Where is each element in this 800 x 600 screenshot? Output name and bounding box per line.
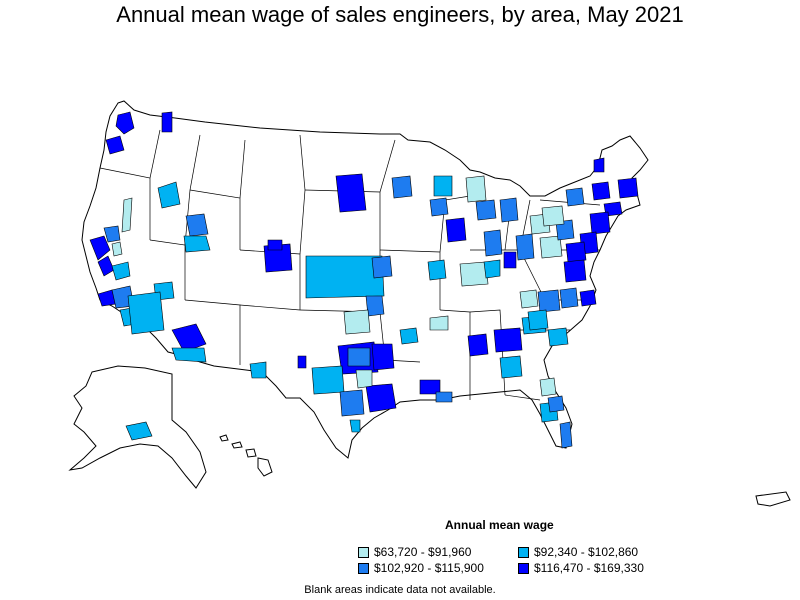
hawaii-islands [219, 434, 273, 477]
area-boise [157, 181, 181, 209]
area-tucson [171, 323, 207, 353]
area-columbus [515, 233, 535, 261]
area-charlotte [527, 309, 549, 331]
legend-label-1: $63,720 - $91,960 [374, 545, 472, 559]
area-kansas [305, 255, 385, 299]
area-boston [617, 177, 639, 199]
area-dc [563, 259, 587, 283]
area-tulsa [365, 295, 385, 317]
area-omaha [371, 255, 393, 279]
legend-label-4: $116,470 - $169,330 [534, 561, 644, 575]
area-nashville [493, 327, 523, 353]
area-louisville [483, 259, 501, 279]
area-houston [365, 383, 397, 413]
legend-swatch-3 [358, 562, 369, 574]
area-atlanta [499, 355, 523, 379]
area-ms-small [399, 327, 419, 345]
area-new-orleans [435, 391, 453, 403]
area-sacramento [103, 225, 121, 243]
area-tx-east [355, 369, 373, 389]
area-chicago [445, 217, 467, 243]
map-title: Annual mean wage of sales engineers, by … [116, 2, 684, 27]
area-minneapolis [391, 175, 413, 199]
area-las-cruces [249, 361, 267, 379]
area-albany [591, 181, 611, 201]
area-norcal [121, 197, 133, 233]
area-maine [593, 157, 605, 173]
area-pa-central [541, 205, 565, 227]
area-orlando [547, 395, 565, 413]
area-memphis [467, 333, 489, 357]
legend-item-1: $63,720 - $91,960 [358, 545, 471, 559]
area-raleigh [537, 289, 561, 313]
area-greensboro [519, 289, 539, 309]
area-kentucky [459, 261, 489, 287]
area-fresno [111, 261, 131, 281]
area-stockton [111, 241, 123, 257]
area-corpus [349, 419, 361, 433]
area-provo [183, 235, 211, 253]
area-sf-bay [89, 235, 111, 261]
area-buffalo [565, 187, 585, 207]
state-boundaries [99, 129, 601, 401]
legend-swatch-2 [518, 546, 529, 558]
legend-item-2: $92,340 - $102,860 [518, 545, 638, 559]
puerto-rico-outline [755, 491, 791, 507]
area-virginia-beach [579, 289, 597, 307]
area-portland [105, 135, 125, 155]
area-okc [343, 309, 371, 335]
legend-item-3: $102,920 - $115,900 [358, 561, 484, 575]
area-spokane [161, 111, 173, 133]
area-mich-upper [465, 175, 487, 203]
area-jacksonville [539, 377, 557, 397]
area-boulder [267, 239, 283, 251]
area-cincinnati [503, 251, 517, 269]
area-ft-worth [347, 347, 371, 367]
area-midland [311, 365, 345, 395]
legend-label-3: $102,920 - $115,900 [374, 561, 484, 575]
area-polygons [89, 111, 639, 449]
area-milwaukee [429, 197, 449, 217]
area-pittsburgh [555, 219, 575, 241]
area-richmond [559, 287, 579, 309]
area-ohio-east [539, 235, 563, 259]
area-nyc [589, 211, 611, 235]
area-salt-lake [185, 213, 209, 237]
legend-swatch-4 [518, 562, 529, 574]
area-nd-east [335, 173, 367, 213]
area-phoenix [127, 291, 165, 335]
area-miami [559, 421, 573, 449]
area-grand-rapids [475, 199, 497, 221]
area-huntsville [429, 315, 449, 331]
footnote: Blank areas indicate data not available. [304, 584, 496, 596]
area-st-louis [427, 259, 447, 281]
area-anchorage [125, 421, 153, 441]
area-tyler [371, 343, 395, 371]
area-az-south [171, 347, 207, 363]
area-sc [547, 327, 569, 347]
area-balt [565, 241, 587, 263]
area-indianapolis [483, 229, 503, 257]
area-detroit [499, 197, 519, 223]
area-seattle [115, 111, 135, 135]
legend-label-2: $92,340 - $102,860 [534, 545, 639, 559]
area-madison [433, 175, 453, 197]
legend-swatch-1 [358, 546, 369, 558]
area-austin [339, 389, 365, 417]
area-nm-small [297, 355, 307, 369]
legend-title: Annual mean wage [445, 518, 554, 532]
legend-item-4: $116,470 - $169,330 [518, 561, 644, 575]
